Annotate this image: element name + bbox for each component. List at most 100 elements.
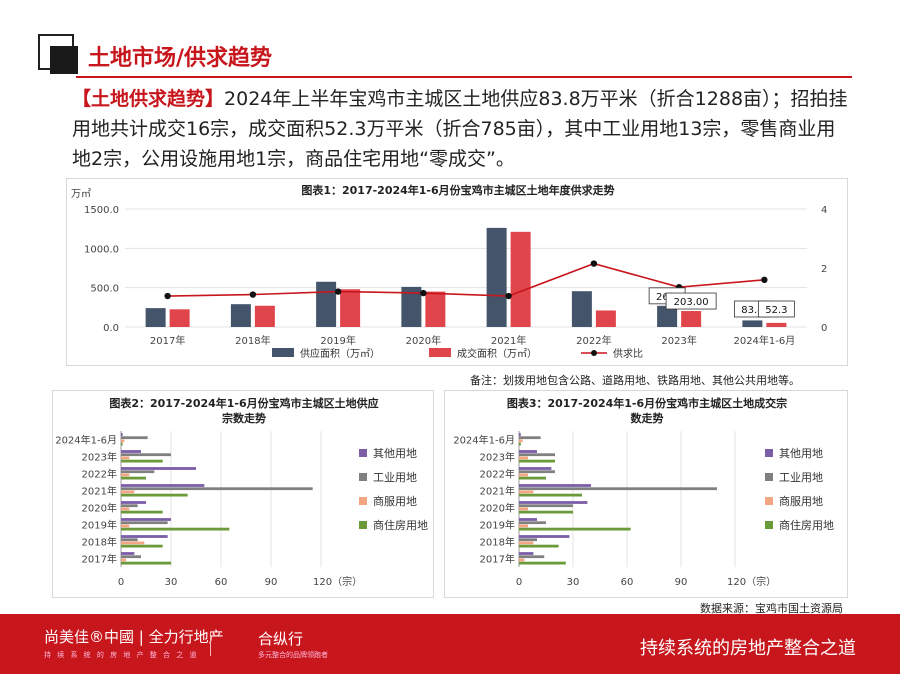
chart2-xtick: 30 [165, 577, 178, 588]
chart1-y2tick: 0 [821, 323, 827, 334]
chart2-bar [121, 442, 123, 446]
chart3-title: 图表3：2017-2024年1-6月份宝鸡市主城区土地成交宗 [507, 396, 787, 410]
chart1-legend-swatch [429, 348, 451, 357]
chart3-bar [519, 501, 588, 504]
footer-brand2: 合纵行 [258, 630, 304, 648]
chart2-title: 图表2：2017-2024年1-6月份宝鸡市主城区土地供应 [109, 396, 378, 410]
chart3-bar [519, 507, 528, 511]
data-source: 数据来源：宝鸡市国土资源局 [700, 602, 843, 615]
chart2-bar [121, 541, 145, 545]
chart3-bar [519, 433, 521, 436]
chart1-legend-swatch [272, 348, 294, 357]
intro-paragraph: 【土地供求趋势】2024年上半年宝鸡市主城区土地供应83.8万平米（折合1288… [72, 84, 852, 174]
chart1-legend-label: 供应面积（万㎡） [300, 347, 380, 360]
chart3-bar [519, 510, 573, 514]
chart2-bar [121, 518, 171, 521]
logo-fill-icon [50, 46, 78, 74]
chart3-bar [519, 518, 537, 521]
chart1-panel: 图表1：2017-2024年1-6月份宝鸡市主城区土地年度供求走势 万㎡ 0.0 50… [66, 178, 848, 366]
chart2-xtick: 0 [118, 577, 124, 588]
chart1-ytick: 1000.0 [84, 244, 119, 255]
chart1-bar-supply [316, 281, 337, 327]
chart2-ytick: 2019年 [82, 519, 117, 532]
footer-brand-sub: 持 续 系 统 的 房 地 产 整 合 之 道 [44, 651, 199, 659]
chart3-bar [519, 456, 528, 460]
chart2-bar [121, 487, 313, 491]
chart3-bar [519, 459, 555, 463]
chart3-ytick: 2022年 [480, 468, 515, 481]
chart1-ratio-point [334, 288, 342, 295]
chart1-data-label: 52.3 [765, 305, 787, 316]
chart1-bar-deal [510, 231, 531, 327]
chart3-bar [519, 473, 528, 477]
chart1-ylabel: 万㎡ [71, 188, 91, 200]
chart2-title: 宗数走势 [222, 411, 266, 425]
chart3-bar [519, 541, 534, 545]
chart3-legend-swatch [765, 473, 773, 481]
chart3-bar [519, 487, 717, 491]
chart2-bar [121, 453, 171, 457]
chart1-bar-supply [571, 291, 592, 327]
chart3-bar [519, 493, 582, 497]
chart3-bar [519, 504, 573, 508]
chart3-xtick: 120（宗） [727, 575, 776, 588]
chart2-bar [121, 501, 146, 504]
chart3-bar [519, 470, 555, 474]
chart2-xtick: 60 [215, 577, 228, 588]
chart3-ytick: 2024年1-6月 [453, 434, 515, 447]
chart3-ytick: 2023年 [480, 451, 515, 464]
chart3-bar [519, 484, 591, 487]
chart2-ytick: 2024年1-6月 [55, 434, 117, 447]
chart3-bar [519, 527, 631, 531]
chart1-ratio-point [505, 292, 512, 300]
chart3-bar [519, 558, 525, 562]
chart2-legend-label: 商住房用地 [373, 518, 428, 532]
chart2-ytick: 2020年 [82, 502, 117, 515]
chart3-xtick: 0 [516, 577, 522, 588]
chart1-bar-deal [340, 289, 361, 327]
chart1-bar-deal [766, 322, 787, 327]
footer-brand2-sub: 多元整合的品牌领跑者 [258, 651, 328, 659]
chart3-bar [519, 490, 534, 494]
chart1-legend-label: 成交面积（万㎡） [457, 347, 537, 360]
chart3-bar [519, 453, 555, 457]
chart1-bar-supply [230, 304, 251, 327]
chart2-legend-swatch [359, 497, 367, 505]
chart1-ytick: 500.0 [90, 284, 119, 295]
chart2-bar [121, 510, 163, 514]
chart2-bar [121, 473, 130, 477]
chart3-legend-label: 商服用地 [779, 494, 823, 508]
chart3-xtick: 30 [567, 577, 580, 588]
chart2-ytick: 2022年 [82, 468, 117, 481]
chart3-title: 数走势 [631, 411, 664, 425]
chart1-legend-label: 供求比 [613, 347, 643, 360]
chart2-bar [121, 490, 135, 494]
chart2-bar [121, 552, 135, 555]
chart3-legend-swatch [765, 497, 773, 505]
chart2-ytick: 2023年 [82, 451, 117, 464]
chart1-ratio-point [249, 291, 257, 298]
chart3-legend-label: 工业用地 [779, 471, 823, 484]
chart2-bar [121, 439, 125, 443]
chart3-panel: 图表3：2017-2024年1-6月份宝鸡市主城区土地成交宗 数走势 0 30 60 90… [444, 390, 848, 598]
chart1-bar-deal [681, 311, 702, 327]
chart1-bar-supply [742, 320, 763, 327]
chart2-bar [121, 470, 155, 474]
chart2-legend-label: 工业用地 [373, 471, 417, 484]
chart3-legend-label: 其他用地 [779, 447, 823, 460]
chart1-ytick: 0.0 [103, 323, 119, 334]
chart2-bar [121, 450, 141, 453]
chart2-ytick: 2017年 [82, 553, 117, 566]
chart2-bar [121, 476, 146, 480]
chart1-legend-marker [591, 350, 597, 356]
chart3-bar [519, 552, 534, 555]
chart2-bar [121, 538, 138, 542]
chart3-bar [519, 555, 545, 559]
chart3-legend-swatch [765, 449, 773, 457]
chart3-ytick: 2019年 [480, 519, 515, 532]
chart1-xtick: 2021年 [491, 334, 526, 347]
chart2-ytick: 2021年 [82, 485, 117, 498]
chart2-panel: 图表2：2017-2024年1-6月份宝鸡市主城区土地供应 宗数走势 0 30 60 90… [52, 390, 434, 598]
